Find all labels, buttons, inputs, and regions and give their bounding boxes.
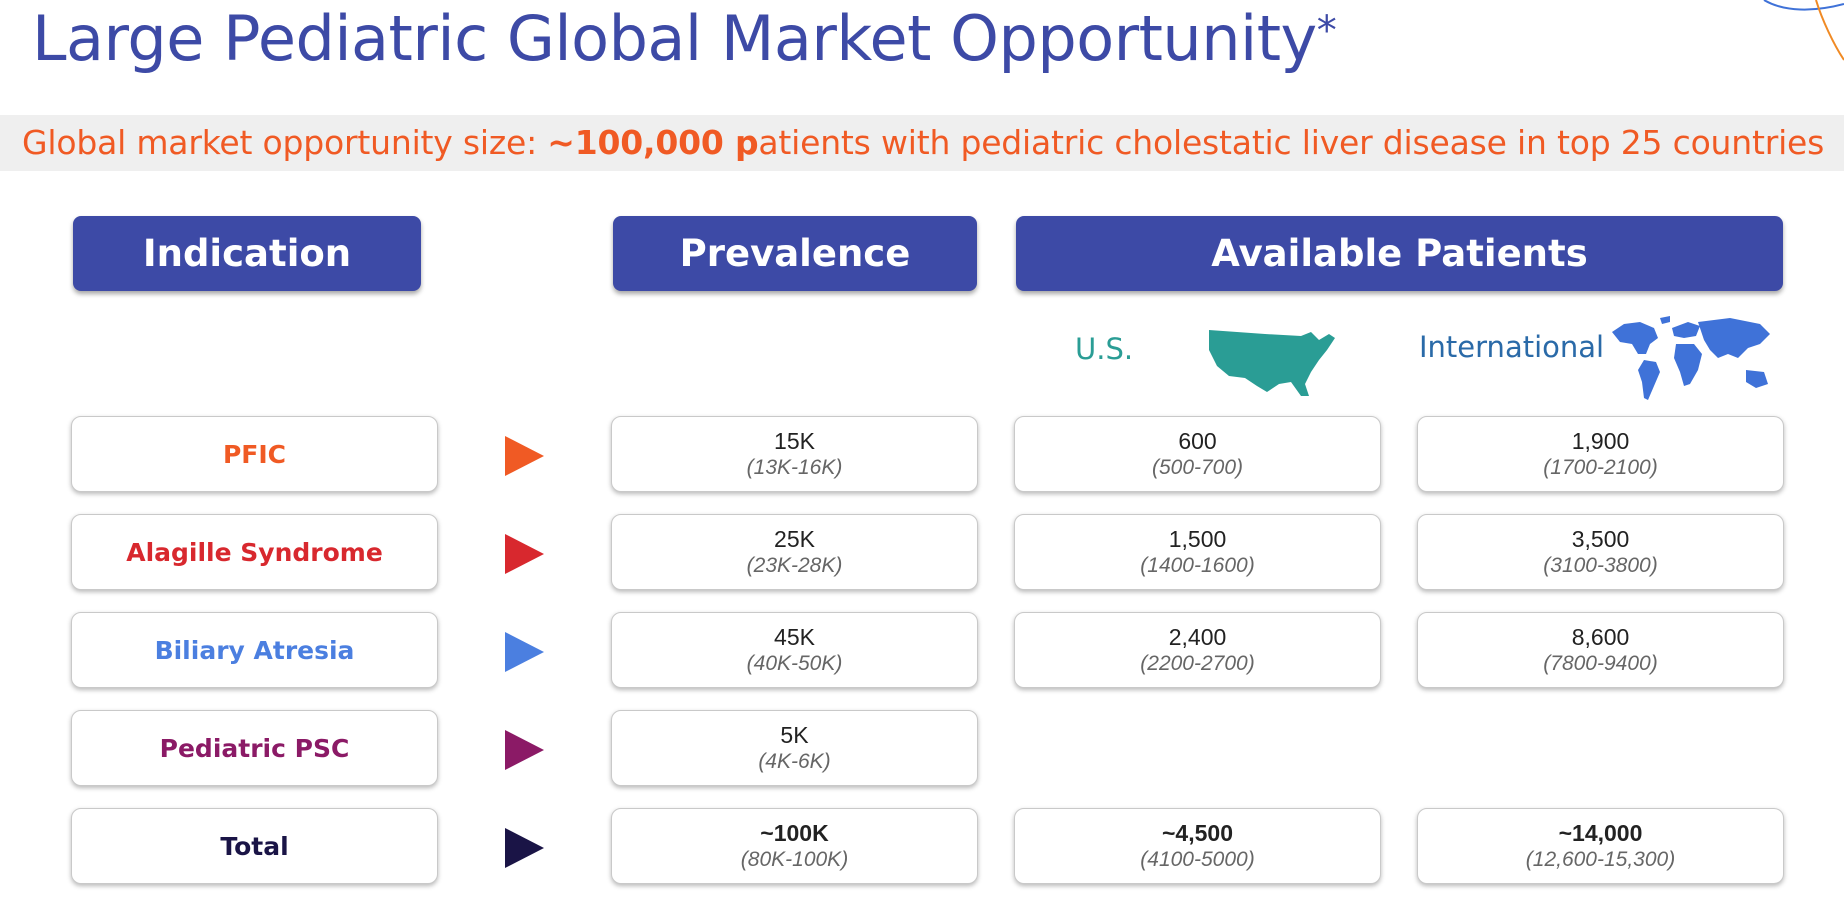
intl-patients-cell: ~14,000 (12,600-15,300)	[1417, 808, 1784, 884]
us-range: (1400-1600)	[1140, 553, 1255, 577]
us-patients-cell: ~4,500 (4100-5000)	[1014, 808, 1381, 884]
us-value: 1,500	[1168, 525, 1227, 552]
row-arrow-icon	[505, 632, 544, 672]
world-map-icon	[1612, 316, 1770, 400]
label-international: International	[1419, 330, 1605, 364]
intl-patients-cell: 3,500 (3100-3800)	[1417, 514, 1784, 590]
indication-cell: Total	[71, 808, 438, 884]
row-arrow-icon	[505, 828, 544, 868]
prevalence-cell: ~100K (80K-100K)	[611, 808, 978, 884]
us-range: (500-700)	[1151, 455, 1244, 479]
us-patients-cell: 2,400 (2200-2700)	[1014, 612, 1381, 688]
prevalence-range: (23K-28K)	[746, 553, 843, 577]
prevalence-range: (80K-100K)	[740, 847, 849, 871]
market-size-banner: Global market opportunity size: ~100,000…	[0, 115, 1844, 171]
us-range: (4100-5000)	[1140, 847, 1255, 871]
intl-value: 8,600	[1571, 623, 1630, 650]
prevalence-cell: 15K (13K-16K)	[611, 416, 978, 492]
intl-range: (7800-9400)	[1543, 651, 1658, 675]
prevalence-value: 25K	[774, 525, 815, 552]
intl-range: (1700-2100)	[1543, 455, 1658, 479]
prevalence-cell: 45K (40K-50K)	[611, 612, 978, 688]
title-asterisk: *	[1316, 8, 1337, 55]
prevalence-cell: 5K (4K-6K)	[611, 710, 978, 786]
indication-cell: Alagille Syndrome	[71, 514, 438, 590]
banner-text: Global market opportunity size: ~100,000…	[22, 123, 1825, 162]
row-arrow-icon	[505, 534, 544, 574]
indication-label: Pediatric PSC	[159, 733, 350, 763]
us-value: ~4,500	[1162, 819, 1233, 846]
us-value: 2,400	[1168, 623, 1227, 650]
prevalence-value: 15K	[774, 427, 815, 454]
prevalence-range: (40K-50K)	[746, 651, 843, 675]
intl-value: ~14,000	[1558, 819, 1643, 846]
prevalence-cell: 25K (23K-28K)	[611, 514, 978, 590]
prevalence-value: 45K	[774, 623, 815, 650]
prevalence-range: (4K-6K)	[758, 749, 831, 773]
intl-range: (12,600-15,300)	[1525, 847, 1676, 871]
row-arrow-icon	[505, 730, 544, 770]
intl-value: 1,900	[1571, 427, 1630, 454]
label-us: U.S.	[1075, 332, 1134, 366]
header-prevalence: Prevalence	[613, 216, 977, 291]
row-arrow-icon	[505, 436, 544, 476]
us-map-icon	[1209, 330, 1335, 396]
indication-label: PFIC	[222, 439, 287, 469]
us-range: (2200-2700)	[1140, 651, 1255, 675]
intl-patients-cell: 1,900 (1700-2100)	[1417, 416, 1784, 492]
indication-label: Alagille Syndrome	[126, 537, 383, 567]
intl-value: 3,500	[1571, 525, 1630, 552]
us-value: 600	[1178, 427, 1217, 454]
decorative-swoosh	[1763, 0, 1844, 61]
indication-cell: Biliary Atresia	[71, 612, 438, 688]
indication-cell: PFIC	[71, 416, 438, 492]
indication-cell: Pediatric PSC	[71, 710, 438, 786]
prevalence-value: ~100K	[760, 819, 829, 846]
header-available-patients: Available Patients	[1016, 216, 1783, 291]
us-patients-cell: 600 (500-700)	[1014, 416, 1381, 492]
prevalence-value: 5K	[780, 721, 809, 748]
prevalence-range: (13K-16K)	[746, 455, 843, 479]
indication-label: Total	[220, 831, 289, 861]
header-indication: Indication	[73, 216, 421, 291]
indication-label: Biliary Atresia	[154, 635, 355, 665]
page-title: Large Pediatric Global Market Opportunit…	[32, 2, 1337, 75]
intl-patients-cell: 8,600 (7800-9400)	[1417, 612, 1784, 688]
intl-range: (3100-3800)	[1543, 553, 1658, 577]
us-patients-cell: 1,500 (1400-1600)	[1014, 514, 1381, 590]
